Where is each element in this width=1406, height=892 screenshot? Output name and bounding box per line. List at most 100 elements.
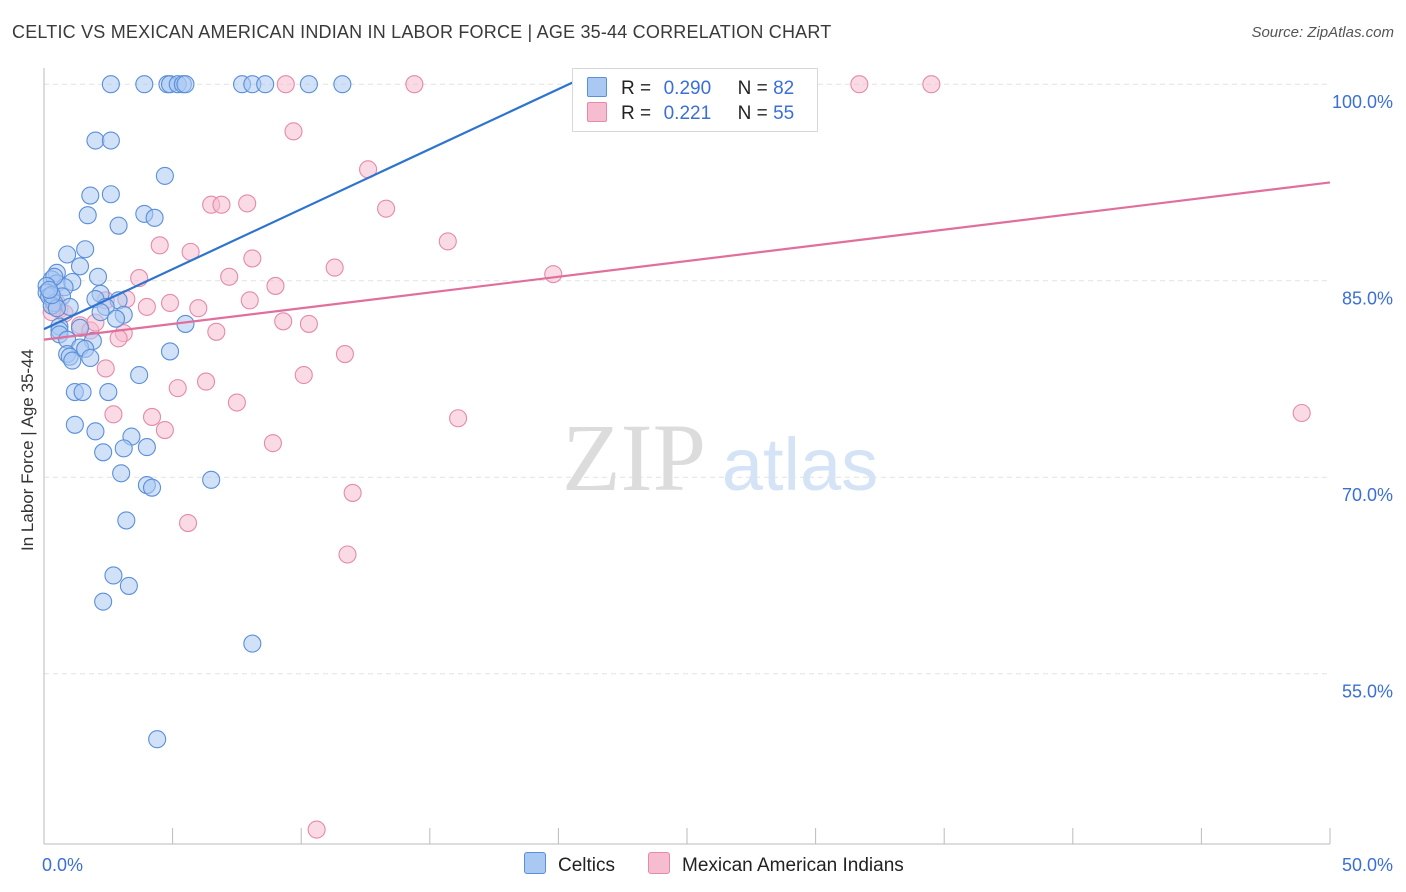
bottom-legend-swatch-blue xyxy=(524,852,546,874)
point-celtics xyxy=(117,511,136,530)
point-mexican-american-indian xyxy=(1292,403,1311,423)
watermark: ZIP atlas xyxy=(562,404,878,511)
source-credit: Source: ZipAtlas.com xyxy=(1251,24,1394,41)
point-celtics xyxy=(81,186,100,205)
legend-n-value: 82 xyxy=(773,78,795,99)
x-tick-label: 50.0% xyxy=(1342,855,1393,875)
point-celtics xyxy=(101,131,120,150)
point-mexican-american-indian xyxy=(109,329,128,348)
point-celtics xyxy=(148,730,167,749)
point-mexican-american-indian xyxy=(266,276,285,295)
correlation-legend: R = 0.290 N = 82 R = 0.221 N = 55 xyxy=(572,68,818,132)
y-tick-label: 100.0% xyxy=(1332,92,1393,112)
point-celtics xyxy=(86,131,105,150)
point-celtics xyxy=(256,75,275,94)
legend-row-celtics: R = 0.290 N = 82 xyxy=(587,77,794,101)
axes xyxy=(43,68,1331,845)
point-celtics xyxy=(63,351,82,370)
point-mexican-american-indian xyxy=(276,75,295,94)
point-mexican-american-indian xyxy=(150,236,169,255)
point-celtics xyxy=(119,576,138,595)
point-mexican-american-indian xyxy=(104,405,123,424)
point-mexican-american-indian xyxy=(343,483,362,502)
point-celtics xyxy=(65,415,84,434)
point-celtics xyxy=(114,439,133,458)
point-mexican-american-indian xyxy=(243,249,262,268)
watermark-atlas: atlas xyxy=(722,423,878,506)
point-celtics xyxy=(142,478,162,497)
bottom-legend-mexican-american-indians: Mexican American Indians xyxy=(648,852,904,877)
trend-line-celtics xyxy=(43,70,598,331)
point-mexican-american-indian xyxy=(137,297,156,316)
y-tick-label: 85.0% xyxy=(1342,289,1393,309)
point-celtics xyxy=(145,208,164,227)
point-mexican-american-indian xyxy=(240,291,259,310)
point-celtics xyxy=(135,75,154,94)
point-celtics xyxy=(109,216,128,235)
point-celtics xyxy=(58,245,77,264)
point-celtics xyxy=(130,365,149,385)
point-celtics xyxy=(299,75,318,94)
point-mexican-american-indian xyxy=(850,75,869,94)
legend-r-value: 0.221 xyxy=(663,103,712,124)
legend-row-mexican-american-indians: R = 0.221 N = 55 xyxy=(587,102,794,126)
point-mexican-american-indian xyxy=(155,420,174,440)
point-celtics xyxy=(88,267,108,286)
legend-swatch-pink xyxy=(587,102,607,122)
point-mexican-american-indian xyxy=(338,545,357,564)
trend-line-mexican-american-indian xyxy=(43,181,1331,341)
legend-n-label: N = xyxy=(737,78,768,99)
legend-swatch-blue xyxy=(587,77,607,97)
point-mexican-american-indian xyxy=(377,199,396,218)
point-mexican-american-indian xyxy=(405,75,424,94)
tick-labels: 100.0% 85.0% 70.0% 55.0% 0.0% 50.0% xyxy=(42,92,1393,875)
point-celtics xyxy=(333,75,352,94)
point-celtics xyxy=(81,348,100,368)
point-celtics xyxy=(104,566,123,585)
point-mexican-american-indian xyxy=(284,122,303,141)
point-mexican-american-indian xyxy=(325,258,344,277)
point-celtics xyxy=(160,342,180,361)
bottom-legend-swatch-pink xyxy=(648,852,670,874)
y-axis-label-wrap: In Labor Force | Age 35-44 xyxy=(16,330,40,570)
point-mexican-american-indian xyxy=(335,345,354,364)
point-mexican-american-indian xyxy=(207,322,226,341)
point-mexican-american-indian xyxy=(96,359,115,378)
series-celtics-points xyxy=(37,75,352,749)
point-mexican-american-indian xyxy=(178,513,198,533)
point-celtics xyxy=(86,422,105,441)
point-mexican-american-indian xyxy=(307,820,326,839)
point-mexican-american-indian xyxy=(922,75,941,94)
point-celtics xyxy=(73,382,92,402)
point-mexican-american-indian xyxy=(263,434,282,453)
legend-r-value: 0.290 xyxy=(663,78,712,99)
point-mexican-american-indian xyxy=(438,232,457,251)
legend-n-value: 55 xyxy=(773,103,795,124)
point-celtics xyxy=(202,470,221,489)
point-mexican-american-indian xyxy=(227,393,246,412)
point-mexican-american-indian xyxy=(274,312,293,331)
chart-title: CELTIC VS MEXICAN AMERICAN INDIAN IN LAB… xyxy=(12,22,832,42)
point-mexican-american-indian xyxy=(189,299,208,318)
point-mexican-american-indian xyxy=(168,379,187,398)
point-celtics xyxy=(106,309,126,328)
point-mexican-american-indian xyxy=(544,265,563,284)
point-celtics xyxy=(243,634,262,653)
point-celtics xyxy=(99,382,118,402)
bottom-legend-label: Celtics xyxy=(558,855,616,876)
legend-r-label: R = xyxy=(621,78,652,99)
point-mexican-american-indian xyxy=(142,407,162,426)
bottom-legend-label: Mexican American Indians xyxy=(682,855,904,876)
point-mexican-american-indian xyxy=(220,267,239,286)
point-celtics xyxy=(70,257,90,276)
legend-r-label: R = xyxy=(621,103,652,124)
y-tick-label: 55.0% xyxy=(1342,682,1393,702)
watermark-zip: ZIP xyxy=(562,404,706,511)
legend-n-label: N = xyxy=(737,103,768,124)
point-celtics xyxy=(137,438,156,457)
y-axis-label: In Labor Force | Age 35-44 xyxy=(18,349,37,551)
point-celtics xyxy=(101,185,120,204)
point-mexican-american-indian xyxy=(160,293,180,313)
point-celtics xyxy=(176,75,195,94)
